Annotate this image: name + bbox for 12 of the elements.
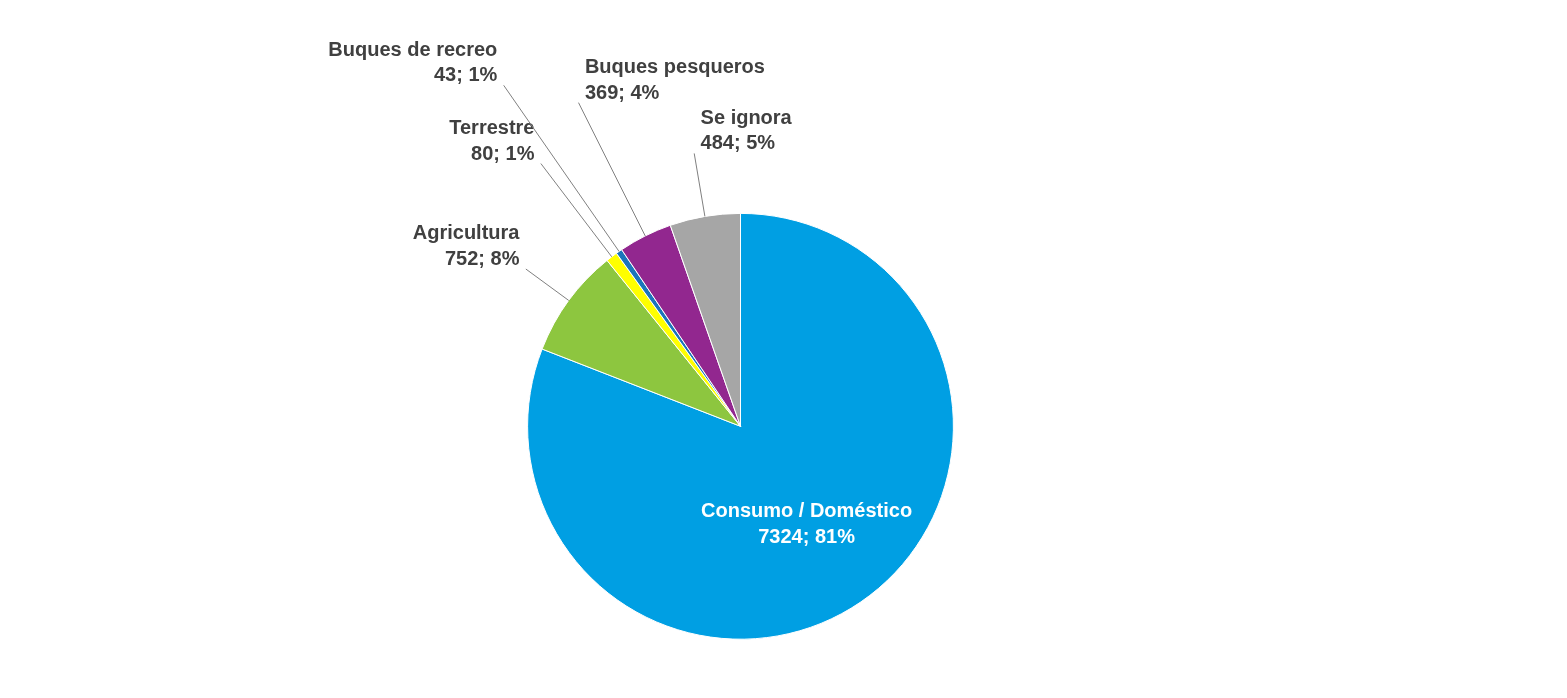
data-label: 80; 1% bbox=[471, 141, 535, 164]
slice-label: Consumo / Doméstico bbox=[701, 499, 913, 522]
slice-label: Buques pesqueros bbox=[584, 55, 765, 78]
data-label: 752; 8% bbox=[444, 247, 520, 270]
data-label: 484; 5% bbox=[700, 131, 776, 154]
slice-label: Buques de recreo bbox=[328, 37, 498, 60]
data-label: 43; 1% bbox=[433, 63, 498, 86]
data-label: 369; 4% bbox=[584, 80, 660, 103]
slice-label: Terrestre bbox=[449, 115, 535, 138]
data-label: 7324; 81% bbox=[758, 524, 856, 547]
slice-label: Agricultura bbox=[412, 221, 521, 244]
slice-label: Se ignora bbox=[700, 105, 793, 128]
